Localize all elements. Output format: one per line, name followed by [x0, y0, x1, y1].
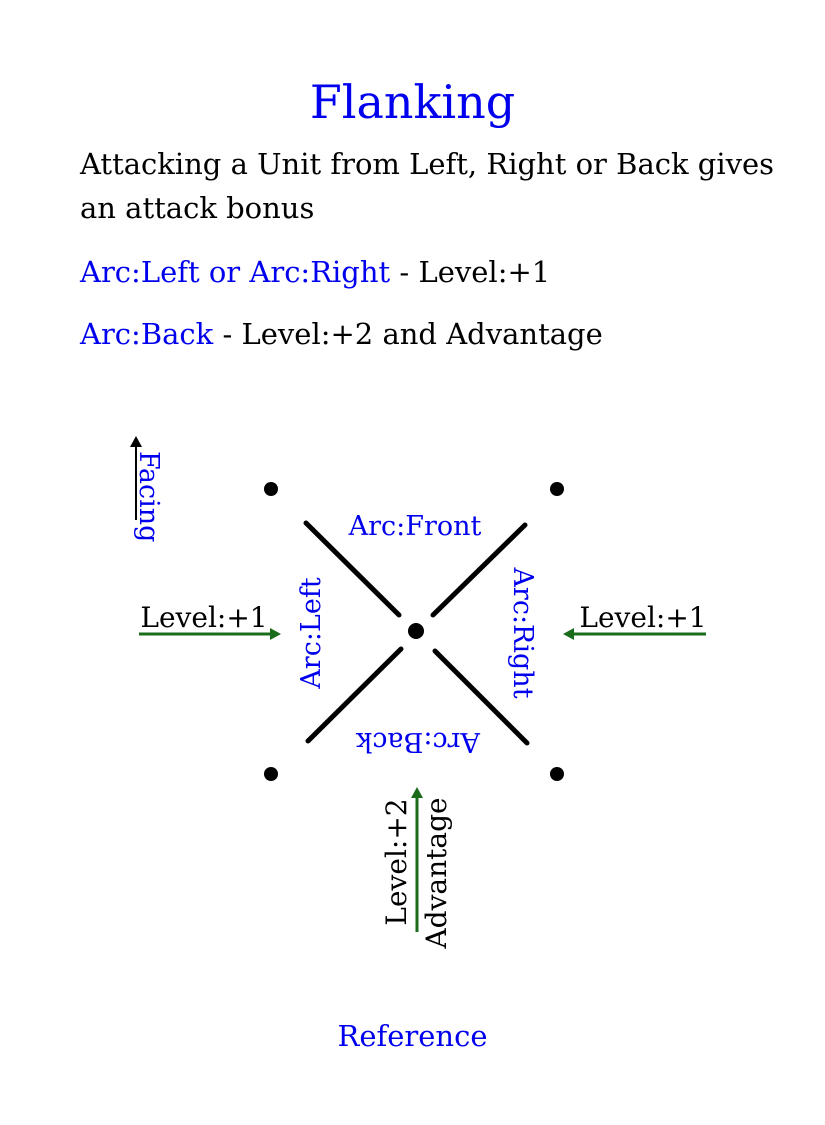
rule-back-arcs: Arc:Back: [80, 317, 214, 351]
facing-indicator: Facing: [130, 436, 164, 542]
divider-bottom-left: [305, 646, 404, 744]
rule-left-right-separator: -: [390, 255, 419, 289]
back-bonus-advantage-label: Advantage: [420, 797, 453, 949]
arc-left-label: Arc:Left: [296, 577, 327, 690]
right-arrow-head: [563, 628, 574, 640]
corner-dot-bottom-right: [550, 767, 564, 781]
right-attack-arrow: Level:+1: [563, 601, 707, 640]
divider-top-right: [430, 522, 528, 618]
reference-link[interactable]: Reference: [337, 1019, 488, 1053]
unit-center-dot: [408, 623, 424, 639]
rule-left-right: Arc:Left or Arc:Right - Level:+1: [80, 250, 780, 294]
rule-left-right-effect: Level:+1: [418, 255, 551, 289]
divider-top-left: [303, 520, 402, 618]
right-bonus-label: Level:+1: [579, 601, 706, 634]
arc-right-label: Arc:Right: [507, 566, 538, 698]
intro-text: Attacking a Unit from Left, Right or Bac…: [80, 147, 775, 225]
back-bonus-level-label: Level:+2: [380, 798, 413, 925]
left-bonus-label: Level:+1: [140, 601, 267, 634]
arc-back-label: Arc:Back: [355, 726, 481, 757]
corner-dot-bottom-left: [264, 767, 278, 781]
facing-arrow-head: [130, 436, 142, 447]
rule-back: Arc:Back - Level:+2 and Advantage: [80, 312, 780, 356]
back-attack-arrow: Level:+2 Advantage: [380, 787, 453, 950]
back-arrow-head: [411, 787, 423, 798]
corner-dot-top-left: [264, 482, 278, 496]
rule-back-effect: Level:+2 and Advantage: [241, 317, 603, 351]
rule-back-separator: -: [213, 317, 242, 351]
rule-left-right-arcs: Arc:Left or Arc:Right: [80, 255, 391, 289]
arc-dividers: [303, 520, 530, 746]
corner-dot-top-right: [550, 482, 564, 496]
left-attack-arrow: Level:+1: [139, 601, 281, 640]
facing-label: Facing: [133, 451, 164, 542]
page-title: Flanking: [309, 75, 516, 129]
arc-front-label: Arc:Front: [348, 511, 482, 542]
divider-bottom-right: [432, 648, 530, 746]
left-arrow-head: [270, 628, 281, 640]
